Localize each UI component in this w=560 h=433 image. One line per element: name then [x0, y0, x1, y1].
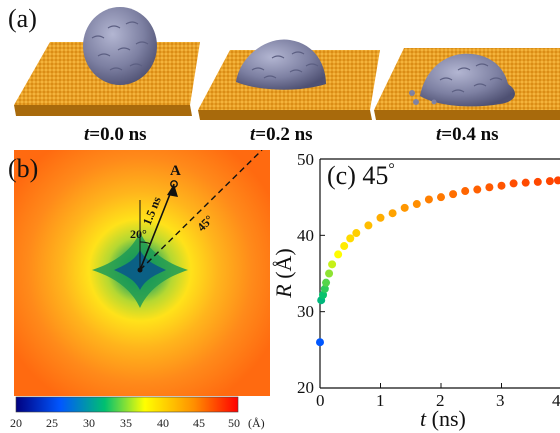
panel-a-snapshots	[14, 7, 560, 120]
x-tick-label: 1	[376, 391, 385, 410]
colorbar-tick: 30	[83, 416, 95, 430]
colorbar-tick: 40	[157, 416, 169, 430]
colorbar-tick: 45	[193, 416, 205, 430]
data-point	[322, 278, 331, 287]
data-point	[325, 269, 334, 278]
data-point	[328, 260, 337, 269]
arrow-shaft	[139, 183, 175, 271]
panel-c: (c) 45° 50 40 30 20 0 1 2 3 4 t (ns) R (…	[262, 150, 560, 433]
droplet-t04	[409, 53, 515, 107]
x-axis-title: t (ns)	[420, 406, 466, 431]
data-point	[497, 181, 506, 190]
data-point	[346, 234, 355, 243]
data-point	[320, 284, 329, 293]
data-point	[364, 221, 373, 230]
radius-time-chart	[316, 158, 560, 389]
time-label-1: t=0.0 ns	[84, 124, 147, 145]
y-tick-label: 30	[297, 302, 314, 321]
data-point	[473, 185, 482, 194]
time-label-3: t=0.4 ns	[436, 124, 499, 145]
data-point	[400, 203, 409, 212]
x-tick-label: 3	[496, 391, 505, 410]
data-point	[533, 177, 542, 186]
data-point	[316, 338, 324, 347]
center-dot	[137, 267, 143, 273]
panel-b: A 1.5 ns 20° 45° (b) 20 25 30 35 40 45 5…	[0, 150, 270, 433]
data-point	[437, 193, 445, 202]
y-tick-label: 20	[297, 378, 314, 397]
y-tick-label: 40	[297, 226, 314, 245]
data-point	[424, 195, 433, 204]
data-point	[461, 187, 470, 196]
angle-arc	[139, 241, 152, 245]
y-tick-label: 50	[297, 150, 314, 169]
data-point	[485, 183, 494, 192]
data-point	[340, 242, 349, 251]
panel-a-label: (a)	[8, 4, 37, 33]
data-point	[521, 178, 530, 187]
data-point	[412, 200, 421, 209]
data-point	[388, 209, 397, 218]
point-a-marker	[170, 180, 178, 188]
contour-map: A 1.5 ns 20° 45°	[14, 150, 270, 413]
panel-c-label: (c) 45°	[327, 161, 395, 190]
dashed-45-line	[139, 150, 263, 271]
y-axis-title: R (Å)	[271, 248, 296, 298]
x-tick-label: 0	[316, 391, 325, 410]
data-point	[554, 176, 560, 185]
colorbar-tick: 20	[10, 416, 22, 430]
x-tick-label: 4	[552, 391, 560, 410]
droplet-t0	[83, 7, 157, 85]
data-point	[334, 250, 343, 259]
data-point	[509, 179, 518, 188]
data-point	[376, 213, 385, 222]
data-point	[352, 229, 361, 238]
time-label-2: t=0.2 ns	[250, 124, 313, 145]
x-tick-label: 2	[436, 391, 445, 410]
data-point	[545, 177, 554, 186]
colorbar	[15, 396, 239, 413]
colorbar-tick: 50	[228, 416, 240, 430]
panel-a: (a) t=0.0 ns t=0.2 ns t=0.4 ns	[0, 0, 560, 152]
colorbar-unit: (Å)	[248, 416, 265, 430]
droplet-t02	[236, 39, 326, 90]
colorbar-tick: 35	[120, 416, 132, 430]
angle-label-20: 20°	[130, 227, 147, 241]
point-a-label: A	[170, 163, 181, 179]
data-point	[319, 290, 328, 299]
colorbar-tick: 25	[46, 416, 58, 430]
data-point	[449, 190, 458, 199]
arrow-head	[167, 184, 178, 197]
panel-b-label: (b)	[8, 154, 39, 183]
